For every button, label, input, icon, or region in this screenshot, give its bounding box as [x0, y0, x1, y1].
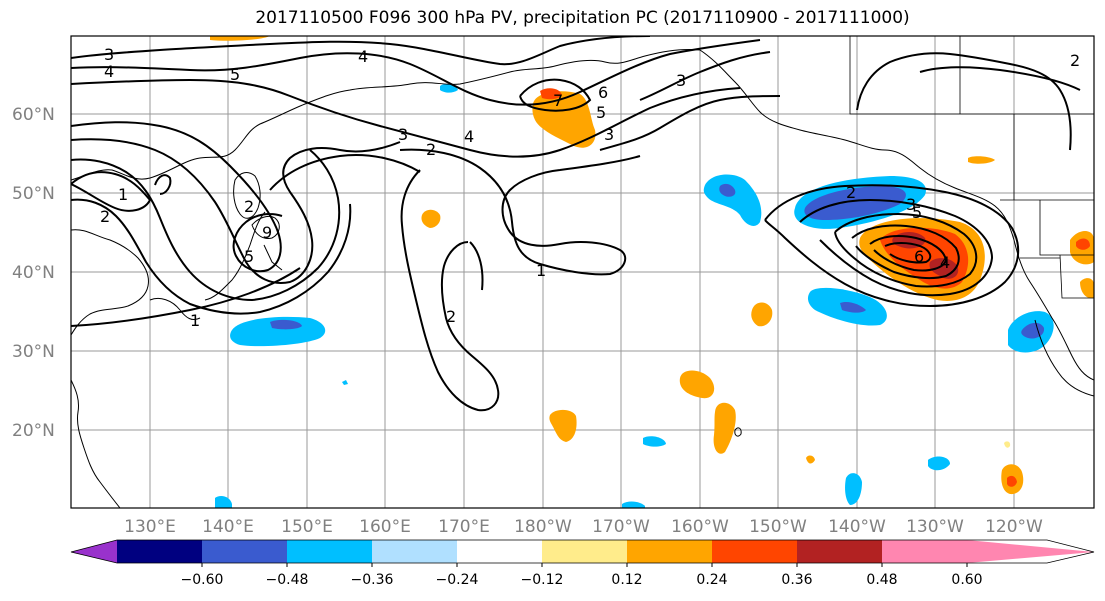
- colorbar-ticks: [201, 563, 968, 567]
- contour-label: 7: [553, 91, 563, 110]
- contour-label: 2: [100, 207, 110, 226]
- contour-label: 4: [464, 127, 474, 146]
- colorbar-segment: [797, 540, 882, 563]
- contour-label: 6: [598, 83, 608, 102]
- colorbar-segment: [117, 540, 202, 563]
- contour-label: 3: [676, 71, 686, 90]
- contour-label: 1: [536, 261, 546, 280]
- contour-label: 1: [118, 185, 128, 204]
- colorbar-tick-label: −0.48: [266, 572, 309, 588]
- colorbar-tick-label: 0.60: [951, 572, 982, 588]
- contour-label: 4: [358, 47, 368, 66]
- colorbar-segment: [372, 540, 457, 563]
- colorbar-tick-label: 0.24: [696, 572, 727, 588]
- lon-label: 150°E: [281, 517, 333, 537]
- lon-label: 130°W: [906, 517, 964, 537]
- lon-label: 140°E: [202, 517, 254, 537]
- contour-label: 3: [604, 125, 614, 144]
- lon-label: 160°W: [671, 517, 729, 537]
- contour-label: 5: [912, 203, 922, 222]
- lon-label: 140°W: [828, 517, 886, 537]
- colorbar-segment: [627, 540, 712, 563]
- lat-label: 40°N: [12, 263, 55, 283]
- colorbar-tick-label: 0.48: [866, 572, 897, 588]
- colorbar-outline: [70, 539, 1095, 564]
- colorbar-segment: [712, 540, 797, 563]
- lat-label: 60°N: [12, 105, 55, 125]
- colorbar-segment: [542, 540, 627, 563]
- lon-label: 160°E: [359, 517, 411, 537]
- lat-label: 30°N: [12, 342, 55, 362]
- colorbar-tick-label: −0.12: [521, 572, 564, 588]
- lon-label: 120°W: [985, 517, 1043, 537]
- colorbar-tick-label: −0.24: [436, 572, 479, 588]
- borders: [849, 36, 1094, 299]
- contour-label: 2: [426, 140, 436, 159]
- lon-label: 180°W: [514, 517, 572, 537]
- contour-label: 2: [446, 307, 456, 326]
- lon-label: 170°E: [438, 517, 490, 537]
- contour-label: 4: [940, 253, 950, 272]
- colorbar-tick-label: 0.12: [611, 572, 642, 588]
- pv-contours: [71, 36, 1081, 412]
- contour-label: 5: [244, 247, 254, 266]
- contour-label: 2: [846, 183, 856, 202]
- colorbar-segment: [457, 540, 542, 563]
- lon-label: 150°W: [749, 517, 807, 537]
- contour-label: 3: [906, 195, 916, 214]
- colorbar-segment: [202, 540, 287, 563]
- contour-label: 1: [190, 311, 200, 330]
- contour-label: 4: [104, 62, 114, 81]
- longitude-labels: 130°E 140°E 150°E 160°E 170°E 180°W 170°…: [124, 517, 1043, 537]
- contour-label: 3: [398, 125, 408, 144]
- colorbar-tick-label: −0.36: [351, 572, 394, 588]
- colorbar: −0.60 −0.48 −0.36 −0.24 −0.12 0.12 0.24 …: [70, 539, 1095, 588]
- lon-label: 130°E: [124, 517, 176, 537]
- lon-label: 170°W: [592, 517, 650, 537]
- contour-labels: 3 4 5 4 7 6 5 4 3 2 1 2 3 2 1 2 9 5 1 2 …: [100, 45, 1080, 330]
- colorbar-segment: [287, 540, 372, 563]
- contour-label: 2: [1070, 51, 1080, 70]
- contour-label: 5: [230, 65, 240, 84]
- contour-label: 9: [262, 223, 272, 242]
- colorbar-tick-label: −0.60: [181, 572, 224, 588]
- latitude-labels: 60°N 50°N 40°N 30°N 20°N: [12, 105, 55, 441]
- colorbar-arrow-right: [967, 540, 1094, 563]
- lat-label: 20°N: [12, 421, 55, 441]
- contour-label: 6: [914, 247, 924, 266]
- colorbar-tick-label: 0.36: [781, 572, 812, 588]
- contour-label: 2: [244, 197, 254, 216]
- map-title: 2017110500 F096 300 hPa PV, precipitatio…: [255, 8, 910, 28]
- colorbar-arrow-left: [71, 540, 117, 563]
- colorbar-segment: [882, 540, 967, 563]
- contour-label: 3: [104, 45, 114, 64]
- lat-label: 50°N: [12, 184, 55, 204]
- colorbar-tick-labels: −0.60 −0.48 −0.36 −0.24 −0.12 0.12 0.24 …: [181, 572, 983, 588]
- map-frame: [70, 35, 1095, 509]
- contour-label: 5: [596, 103, 606, 122]
